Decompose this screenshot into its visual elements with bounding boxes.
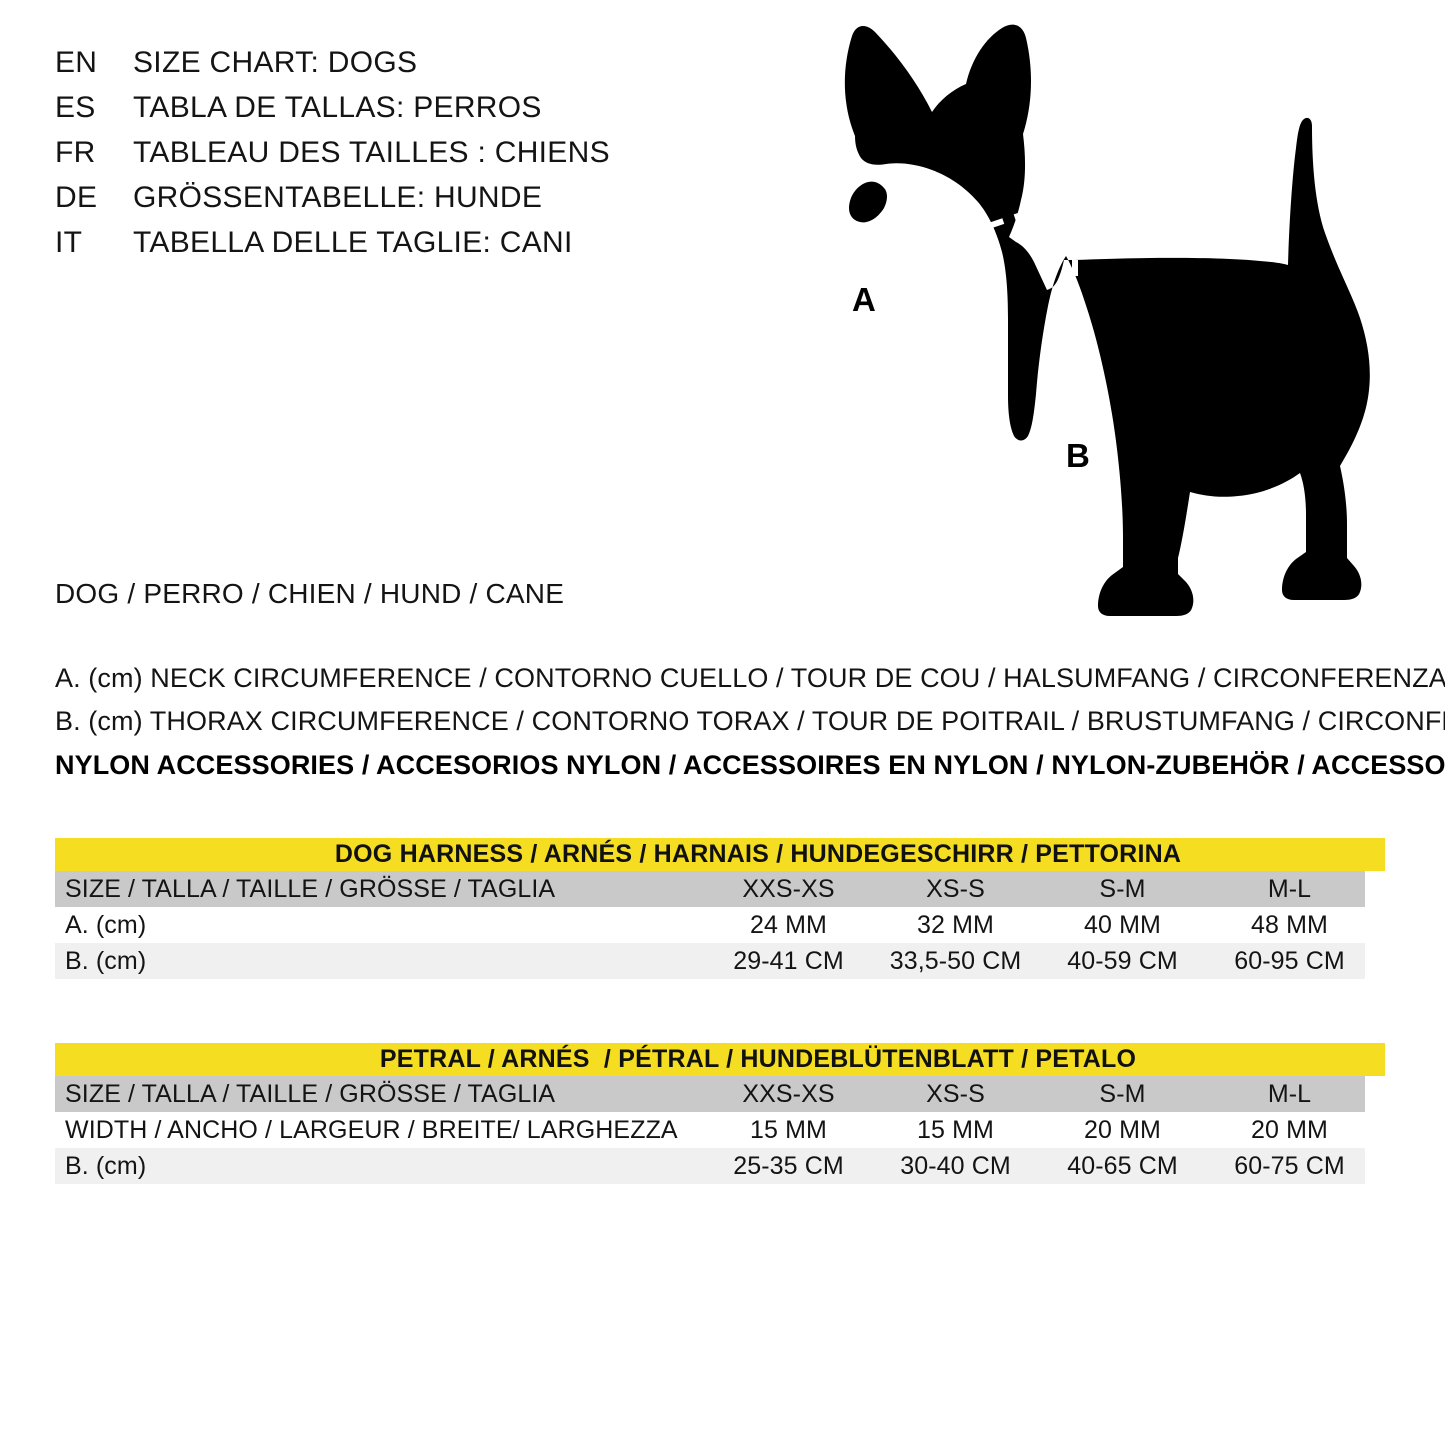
dog-harness-band-title: DOG HARNESS / ARNÉS / HARNAIS / HUNDEGES…: [334, 840, 1182, 868]
dog-harness-row-a: A. (cm) 24 MM 32 MM 40 MM 48 MM: [55, 907, 1385, 943]
petral-table: PETRAL / ARNÉS / PÉTRAL / HUNDEBLÜTENBLA…: [55, 1043, 1385, 1184]
dog-harness-row-a-value-1: 32 MM: [917, 910, 994, 939]
petral-row-width: WIDTH / ANCHO / LARGEUR / BREITE/ LARGHE…: [55, 1112, 1385, 1148]
dog-harness-table: DOG HARNESS / ARNÉS / HARNAIS / HUNDEGES…: [55, 838, 1385, 979]
dog-harness-band: DOG HARNESS / ARNÉS / HARNAIS / HUNDEGES…: [55, 838, 1385, 871]
petral-row-width-value-0: 15 MM: [750, 1115, 827, 1144]
dog-harness-row-b-value-0: 29-41 CM: [733, 946, 844, 975]
dog-harness-row-b-value-3: 60-95 CM: [1234, 946, 1345, 975]
language-row-fr: FR TABLEAU DES TAILLES : CHIENS: [55, 136, 755, 181]
language-row-es: ES TABLA DE TALLAS: PERROS: [55, 91, 755, 136]
petral-row-width-value-2: 20 MM: [1084, 1115, 1161, 1144]
petral-band-title: PETRAL / ARNÉS / PÉTRAL / HUNDEBLÜTENBLA…: [379, 1045, 1137, 1073]
language-title-de: GRÖSSENTABELLE: HUNDE: [133, 181, 543, 214]
dog-silhouette-diagram: [820, 18, 1420, 633]
language-title-fr: TABLEAU DES TAILLES : CHIENS: [133, 136, 610, 169]
dog-harness-size-m-l: M-L: [1267, 874, 1312, 903]
language-code-en: EN: [55, 46, 98, 79]
petral-row-b-value-1: 30-40 CM: [900, 1151, 1011, 1180]
dog-harness-row-b-value-1: 33,5-50 CM: [889, 946, 1022, 975]
dog-harness-size-s-m: S-M: [1099, 874, 1146, 903]
dog-harness-row-a-label: A. (cm): [65, 910, 147, 939]
measurement-label-a: A: [852, 281, 877, 318]
petral-size-xs-s: XS-S: [926, 1079, 985, 1108]
measure-a-description: A. (cm) NECK CIRCUMFERENCE / CONTORNO CU…: [55, 663, 1445, 693]
dog-harness-size-xs-s: XS-S: [926, 874, 985, 903]
measurement-label-b: B: [1066, 437, 1091, 474]
petral-row-b-value-0: 25-35 CM: [733, 1151, 844, 1180]
petral-size-xxs-xs: XXS-XS: [742, 1079, 835, 1108]
petral-row-width-value-3: 20 MM: [1251, 1115, 1328, 1144]
dog-harness-size-xxs-xs: XXS-XS: [742, 874, 835, 903]
petral-row-width-value-1: 15 MM: [917, 1115, 994, 1144]
petral-row-width-label: WIDTH / ANCHO / LARGEUR / BREITE/ LARGHE…: [65, 1115, 678, 1144]
language-title-es: TABLA DE TALLAS: PERROS: [133, 91, 542, 124]
language-code-de: DE: [55, 181, 98, 214]
petral-row-b-value-2: 40-65 CM: [1067, 1151, 1178, 1180]
dog-harness-row-b-label: B. (cm): [65, 946, 147, 975]
measure-b-description: B. (cm) THORAX CIRCUMFERENCE / CONTORNO …: [55, 706, 1445, 736]
petral-band: PETRAL / ARNÉS / PÉTRAL / HUNDEBLÜTENBLA…: [55, 1043, 1385, 1076]
language-title-it: TABELLA DELLE TAGLIE: CANI: [133, 226, 573, 259]
dog-harness-header-row: SIZE / TALLA / TAILLE / GRÖSSE / TAGLIA …: [55, 871, 1365, 907]
petral-row-b-label: B. (cm): [65, 1151, 147, 1180]
nylon-accessories-heading: NYLON ACCESSORIES / ACCESORIOS NYLON / A…: [55, 750, 1445, 780]
dog-harness-row-a-value-3: 48 MM: [1251, 910, 1328, 939]
language-code-it: IT: [55, 226, 83, 259]
language-title-block: EN SIZE CHART: DOGS ES TABLA DE TALLAS: …: [55, 46, 755, 271]
dog-harness-row-b: B. (cm) 29-41 CM 33,5-50 CM 40-59 CM 60-…: [55, 943, 1365, 979]
dog-harness-row-b-value-2: 40-59 CM: [1067, 946, 1178, 975]
petral-size-label: SIZE / TALLA / TAILLE / GRÖSSE / TAGLIA: [65, 1079, 556, 1108]
language-row-it: IT TABELLA DELLE TAGLIE: CANI: [55, 226, 755, 271]
petral-size-s-m: S-M: [1099, 1079, 1146, 1108]
language-row-en: EN SIZE CHART: DOGS: [55, 46, 755, 91]
petral-header-row: SIZE / TALLA / TAILLE / GRÖSSE / TAGLIA …: [55, 1076, 1365, 1112]
language-row-de: DE GRÖSSENTABELLE: HUNDE: [55, 181, 755, 226]
dog-languages-line: DOG / PERRO / CHIEN / HUND / CANE: [55, 578, 565, 609]
dog-harness-row-a-value-2: 40 MM: [1084, 910, 1161, 939]
language-code-fr: FR: [55, 136, 96, 169]
measurement-line-a: [881, 203, 1049, 265]
petral-row-b: B. (cm) 25-35 CM 30-40 CM 40-65 CM 60-75…: [55, 1148, 1365, 1184]
language-title-en: SIZE CHART: DOGS: [133, 46, 418, 79]
dog-harness-row-a-value-0: 24 MM: [750, 910, 827, 939]
petral-row-b-value-3: 60-75 CM: [1234, 1151, 1345, 1180]
dog-harness-size-label: SIZE / TALLA / TAILLE / GRÖSSE / TAGLIA: [65, 874, 556, 903]
dog-body-shape: [844, 24, 1370, 617]
language-code-es: ES: [55, 91, 96, 124]
petral-size-m-l: M-L: [1267, 1079, 1312, 1108]
